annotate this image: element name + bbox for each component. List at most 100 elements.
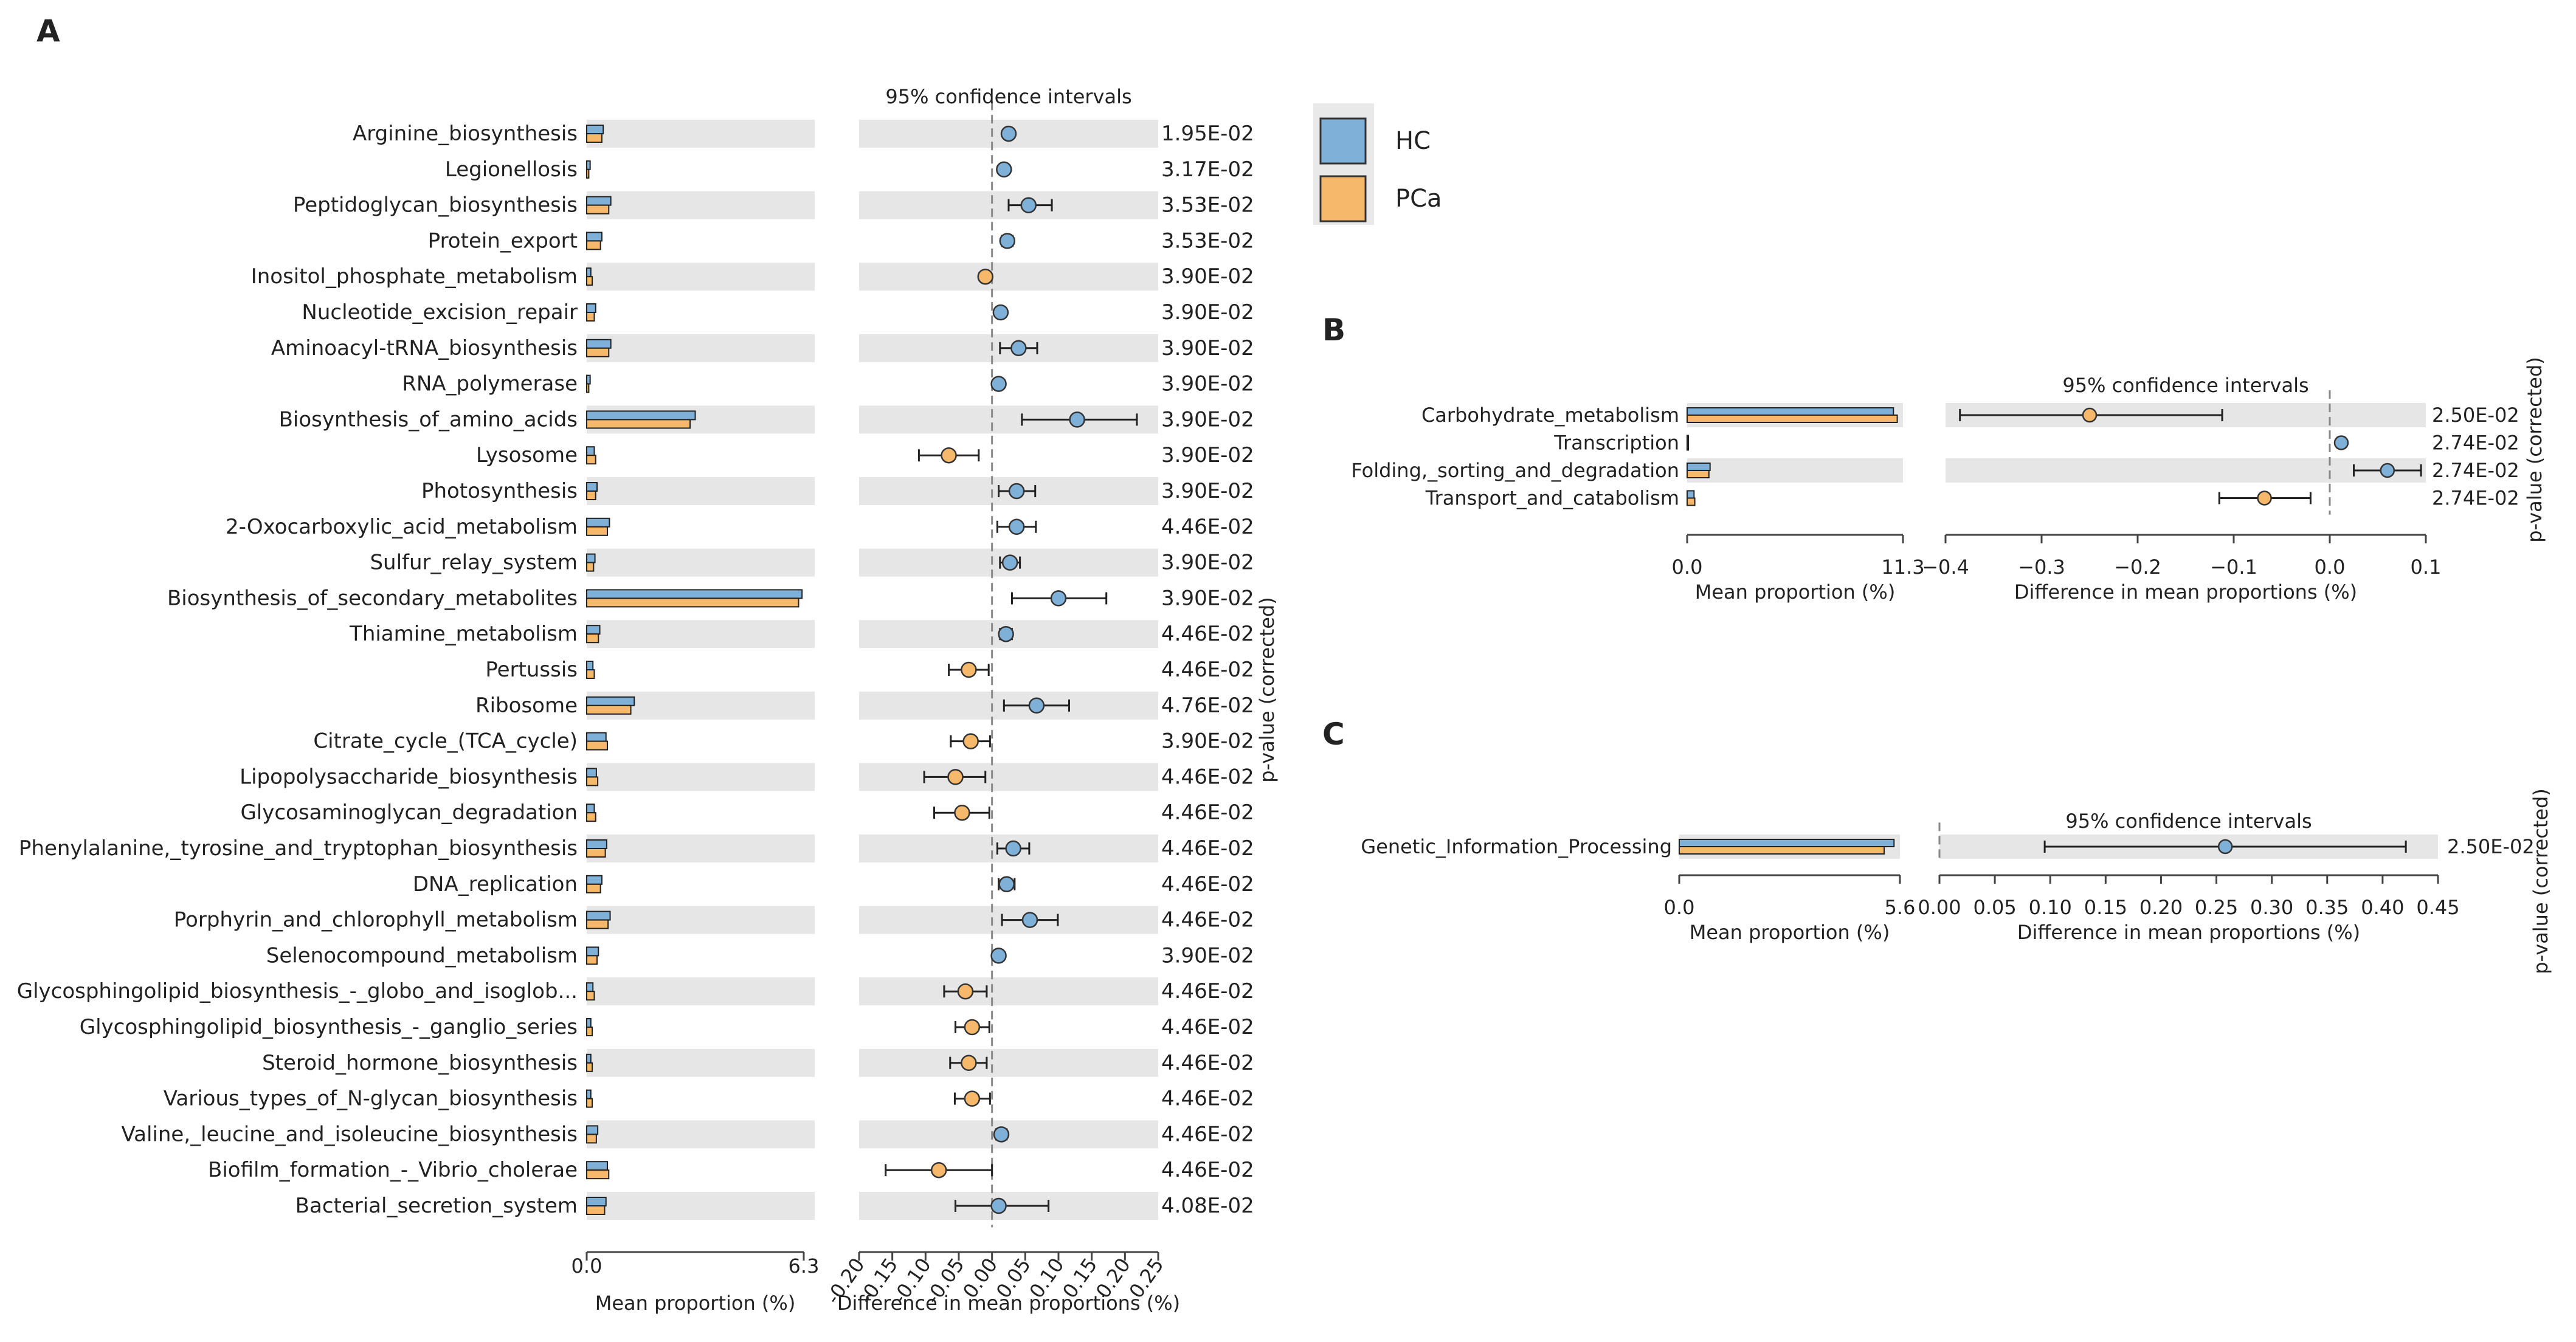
effect-point	[990, 948, 1007, 964]
p-value-label: 4.46E-02	[1161, 658, 1254, 682]
ci-tick-label: 0.0	[2315, 556, 2346, 579]
panel-b: B 95% confidence intervals Carbohydrate_me…	[1322, 312, 2546, 604]
category-label: Glycosaminoglycan_degradation	[240, 800, 578, 825]
category-label: Pertussis	[485, 658, 578, 682]
category-label: Selenocompound_metabolism	[266, 943, 578, 968]
bar-hc	[1687, 490, 1695, 499]
bar-hc	[586, 1089, 592, 1099]
ci-tick-label: 0.25	[2195, 896, 2238, 919]
category-label: 2-Oxocarboxylic_acid_metabolism	[226, 515, 578, 539]
bar-hc	[586, 910, 611, 921]
row-stripe-left	[587, 977, 815, 1006]
panel-letter: B	[1322, 312, 1345, 348]
bar-pca	[586, 883, 601, 893]
bar-hc	[586, 410, 696, 421]
category-label: Legionellosis	[445, 157, 578, 182]
effect-point	[961, 661, 977, 678]
bar-hc	[586, 1161, 608, 1171]
p-value-label: 4.46E-02	[1161, 1051, 1254, 1075]
p-value-label: 3.90E-02	[1161, 300, 1254, 325]
category-label: Peptidoglycan_biosynthesis	[293, 193, 578, 218]
effect-point	[996, 161, 1012, 178]
p-value-label: 2.74E-02	[2432, 487, 2519, 510]
bar-hc	[586, 446, 595, 456]
bar-hc	[586, 839, 607, 849]
bar-hc	[1687, 463, 1711, 471]
bar-pca	[586, 1134, 597, 1144]
effect-point	[1021, 912, 1038, 928]
ci-tick-label: 0.15	[2084, 896, 2127, 919]
category-label: Biosynthesis_of_amino_acids	[279, 407, 578, 432]
effect-point	[2257, 490, 2272, 506]
bar-tick-label: 11.3	[1881, 556, 1924, 579]
bar-pca	[586, 704, 632, 715]
row-stripe-left	[587, 906, 815, 934]
effect-point	[1020, 197, 1037, 213]
bar-pca	[586, 419, 691, 429]
ci-tick-label: 0.35	[2305, 896, 2349, 919]
bar-pca	[586, 669, 595, 679]
row-stripe-left	[587, 548, 815, 577]
category-label: Thiamine_metabolism	[349, 622, 578, 646]
ci-tick-label: 0.1	[2411, 556, 2442, 579]
ci-tick-label: 0.05	[1973, 896, 2016, 919]
category-label: Biofilm_formation_-_Vibrio_cholerae	[208, 1158, 578, 1182]
legend-label-pca: PCa	[1395, 185, 1442, 213]
bar-hc	[1679, 839, 1895, 847]
effect-point	[2380, 463, 2395, 478]
ci-tick-label: −0.1	[2210, 556, 2257, 579]
bar-pca	[586, 776, 599, 786]
p-value-label: 3.90E-02	[1161, 443, 1254, 467]
effect-point	[964, 1019, 981, 1036]
bar-pca	[586, 1169, 610, 1180]
p-value-label: 4.46E-02	[1161, 622, 1254, 646]
category-label: Glycosphingolipid_biosynthesis_-_globo_a…	[17, 979, 578, 1003]
p-value-label: 4.46E-02	[1161, 765, 1254, 789]
p-value-label: 3.90E-02	[1161, 586, 1254, 610]
effect-point	[1008, 518, 1025, 535]
category-label: Nucleotide_excision_repair	[302, 300, 578, 325]
bar-hc	[586, 196, 612, 206]
legend: HC PCa	[1313, 103, 1442, 225]
effect-point	[941, 447, 957, 464]
ci-tick-label: −0.4	[1922, 556, 1969, 579]
bar-hc	[586, 803, 595, 814]
effect-point	[962, 733, 979, 749]
bar-hc	[586, 1197, 607, 1206]
row-stripe-right	[1946, 458, 2426, 483]
p-value-label: 3.17E-02	[1161, 157, 1254, 182]
bar-hc	[586, 625, 601, 635]
row-stripe-left	[587, 620, 815, 649]
legend-label-hc: HC	[1395, 127, 1431, 155]
row-stripe-left	[587, 834, 815, 862]
bar-tick-label: 0.0	[571, 1254, 603, 1278]
p-value-label: 2.50E-02	[2447, 835, 2535, 858]
effect-point	[2333, 435, 2349, 450]
p-value-label: 4.46E-02	[1161, 979, 1254, 1003]
effect-point	[998, 876, 1015, 893]
p-value-label: 4.46E-02	[1161, 1087, 1254, 1111]
category-label: RNA_polymerase	[402, 372, 578, 396]
bar-pca	[586, 1027, 593, 1036]
p-value-label: 3.90E-02	[1161, 372, 1254, 396]
category-label: Inositol_phosphate_metabolism	[251, 264, 578, 289]
p-value-label: 3.90E-02	[1161, 551, 1254, 575]
category-label: Biosynthesis_of_secondary_metabolites	[167, 586, 578, 610]
p-value-label: 1.95E-02	[1161, 122, 1254, 146]
ci-tick-label: 0.00	[1918, 896, 1961, 919]
category-label: Protein_export	[428, 229, 578, 253]
bar-hc	[586, 303, 596, 313]
effect-point	[977, 268, 993, 285]
ci-title: 95% confidence intervals	[2062, 374, 2308, 397]
category-label: Phenylalanine,_tyrosine_and_tryptophan_b…	[19, 836, 578, 861]
ci-title: 95% confidence intervals	[885, 85, 1131, 108]
category-label: Lysosome	[476, 443, 578, 467]
bar-pca	[1687, 470, 1710, 478]
bar-hc	[586, 482, 598, 492]
bar-hc	[586, 1125, 599, 1135]
p-value-label: 4.46E-02	[1161, 800, 1254, 825]
bar-pca	[586, 562, 595, 572]
row-stripe-left	[587, 1120, 815, 1149]
bar-pca	[586, 276, 593, 286]
